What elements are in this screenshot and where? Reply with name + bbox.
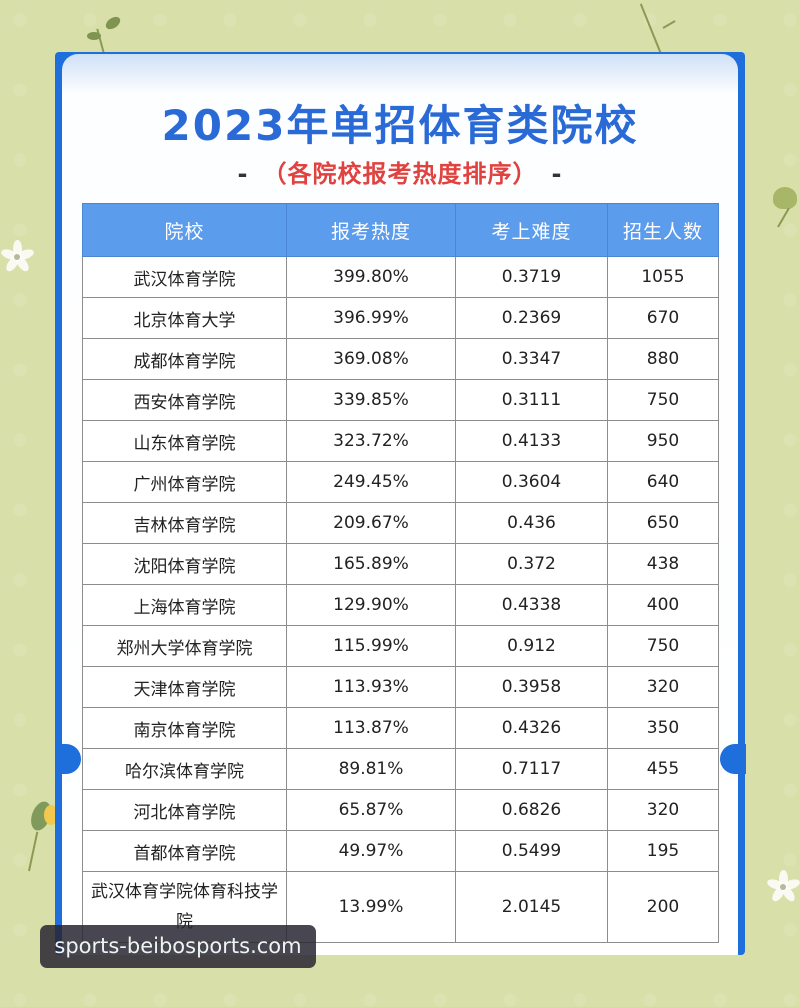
column-header-school: 院校 bbox=[82, 203, 287, 257]
cell-enrollment: 880 bbox=[607, 338, 719, 380]
cell-popularity: 323.72% bbox=[286, 420, 456, 462]
cell-popularity: 129.90% bbox=[286, 584, 456, 626]
cell-school: 哈尔滨体育学院 bbox=[82, 748, 287, 790]
cell-school: 北京体育大学 bbox=[82, 297, 287, 339]
cell-enrollment: 320 bbox=[607, 789, 719, 831]
cell-school: 首都体育学院 bbox=[82, 830, 287, 872]
cell-difficulty: 0.912 bbox=[455, 625, 608, 667]
table-row: 南京体育学院 113.87% 0.4326 350 bbox=[82, 707, 719, 749]
cell-difficulty: 0.3604 bbox=[455, 461, 608, 503]
table-row: 成都体育学院 369.08% 0.3347 880 bbox=[82, 338, 719, 380]
table-row: 首都体育学院 49.97% 0.5499 195 bbox=[82, 830, 719, 872]
cell-school: 山东体育学院 bbox=[82, 420, 287, 462]
leaf-sprout-top-left-icon bbox=[85, 14, 125, 55]
cell-school: 上海体育学院 bbox=[82, 584, 287, 626]
table-row: 天津体育学院 113.93% 0.3958 320 bbox=[82, 666, 719, 708]
table-row: 河北体育学院 65.87% 0.6826 320 bbox=[82, 789, 719, 831]
cell-difficulty: 0.372 bbox=[455, 543, 608, 585]
cell-popularity: 369.08% bbox=[286, 338, 456, 380]
column-header-popularity: 报考热度 bbox=[286, 203, 456, 257]
cell-enrollment: 455 bbox=[607, 748, 719, 790]
cell-school: 武汉体育学院 bbox=[82, 256, 287, 298]
cell-difficulty: 0.7117 bbox=[455, 748, 608, 790]
cell-enrollment: 750 bbox=[607, 625, 719, 667]
cell-enrollment: 650 bbox=[607, 502, 719, 544]
cell-enrollment: 320 bbox=[607, 666, 719, 708]
cell-popularity: 65.87% bbox=[286, 789, 456, 831]
card-notch-left bbox=[55, 744, 81, 774]
subtitle-dash-right: - bbox=[551, 160, 563, 188]
table-row: 吉林体育学院 209.67% 0.436 650 bbox=[82, 502, 719, 544]
ranking-table: 院校 报考热度 考上难度 招生人数 武汉体育学院 399.80% 0.3719 105… bbox=[82, 203, 719, 943]
table-row: 郑州大学体育学院 115.99% 0.912 750 bbox=[82, 625, 719, 667]
cell-popularity: 113.87% bbox=[286, 707, 456, 749]
page-subtitle: - （各院校报考热度排序） - bbox=[0, 154, 800, 189]
column-header-difficulty: 考上难度 bbox=[455, 203, 608, 257]
table-row: 武汉体育学院 399.80% 0.3719 1055 bbox=[82, 256, 719, 298]
table-row: 西安体育学院 339.85% 0.3111 750 bbox=[82, 379, 719, 421]
cell-enrollment: 195 bbox=[607, 830, 719, 872]
clover-right-icon bbox=[765, 185, 800, 235]
cell-school: 郑州大学体育学院 bbox=[82, 625, 287, 667]
cell-school: 吉林体育学院 bbox=[82, 502, 287, 544]
white-flower-left-icon bbox=[0, 240, 36, 274]
cell-enrollment: 350 bbox=[607, 707, 719, 749]
cell-popularity: 115.99% bbox=[286, 625, 456, 667]
white-flower-right-icon bbox=[765, 870, 800, 904]
cell-difficulty: 0.3347 bbox=[455, 338, 608, 380]
cell-difficulty: 0.6826 bbox=[455, 789, 608, 831]
cell-popularity: 399.80% bbox=[286, 256, 456, 298]
table-row: 山东体育学院 323.72% 0.4133 950 bbox=[82, 420, 719, 462]
table-row: 沈阳体育学院 165.89% 0.372 438 bbox=[82, 543, 719, 585]
card-notch-right bbox=[720, 744, 746, 774]
cell-difficulty: 0.3719 bbox=[455, 256, 608, 298]
cell-popularity: 89.81% bbox=[286, 748, 456, 790]
cell-difficulty: 0.2369 bbox=[455, 297, 608, 339]
table-row: 哈尔滨体育学院 89.81% 0.7117 455 bbox=[82, 748, 719, 790]
cell-popularity: 249.45% bbox=[286, 461, 456, 503]
cell-popularity: 165.89% bbox=[286, 543, 456, 585]
cell-school: 天津体育学院 bbox=[82, 666, 287, 708]
cell-enrollment: 400 bbox=[607, 584, 719, 626]
cell-popularity: 339.85% bbox=[286, 379, 456, 421]
table-row: 广州体育学院 249.45% 0.3604 640 bbox=[82, 461, 719, 503]
watermark-label: sports-beibosports.com bbox=[40, 925, 316, 968]
cell-difficulty: 0.4133 bbox=[455, 420, 608, 462]
branch-top-right-icon bbox=[639, 0, 680, 55]
cell-popularity: 113.93% bbox=[286, 666, 456, 708]
cell-school: 河北体育学院 bbox=[82, 789, 287, 831]
subtitle-text: （各院校报考热度排序） bbox=[262, 160, 538, 188]
cell-popularity: 396.99% bbox=[286, 297, 456, 339]
cell-enrollment: 640 bbox=[607, 461, 719, 503]
column-header-enrollment: 招生人数 bbox=[607, 203, 719, 257]
cell-enrollment: 438 bbox=[607, 543, 719, 585]
cell-enrollment: 1055 bbox=[607, 256, 719, 298]
cell-difficulty: 0.4326 bbox=[455, 707, 608, 749]
cell-enrollment: 200 bbox=[607, 871, 719, 943]
table-row: 上海体育学院 129.90% 0.4338 400 bbox=[82, 584, 719, 626]
cell-school: 沈阳体育学院 bbox=[82, 543, 287, 585]
cell-enrollment: 950 bbox=[607, 420, 719, 462]
cell-school: 西安体育学院 bbox=[82, 379, 287, 421]
cell-popularity: 209.67% bbox=[286, 502, 456, 544]
cell-school: 南京体育学院 bbox=[82, 707, 287, 749]
yellow-flower-left-icon bbox=[14, 795, 58, 875]
cell-difficulty: 0.436 bbox=[455, 502, 608, 544]
cell-difficulty: 0.5499 bbox=[455, 830, 608, 872]
cell-difficulty: 0.4338 bbox=[455, 584, 608, 626]
cell-popularity: 49.97% bbox=[286, 830, 456, 872]
table-row: 北京体育大学 396.99% 0.2369 670 bbox=[82, 297, 719, 339]
cell-difficulty: 0.3111 bbox=[455, 379, 608, 421]
table-header-row: 院校 报考热度 考上难度 招生人数 bbox=[82, 203, 719, 257]
cell-enrollment: 670 bbox=[607, 297, 719, 339]
cell-school: 成都体育学院 bbox=[82, 338, 287, 380]
cell-difficulty: 0.3958 bbox=[455, 666, 608, 708]
cell-school: 广州体育学院 bbox=[82, 461, 287, 503]
cell-enrollment: 750 bbox=[607, 379, 719, 421]
cell-difficulty: 2.0145 bbox=[455, 871, 608, 943]
page-title: 2023年单招体育类院校 bbox=[161, 101, 639, 150]
subtitle-dash-left: - bbox=[237, 160, 249, 188]
cell-popularity: 13.99% bbox=[286, 871, 456, 943]
